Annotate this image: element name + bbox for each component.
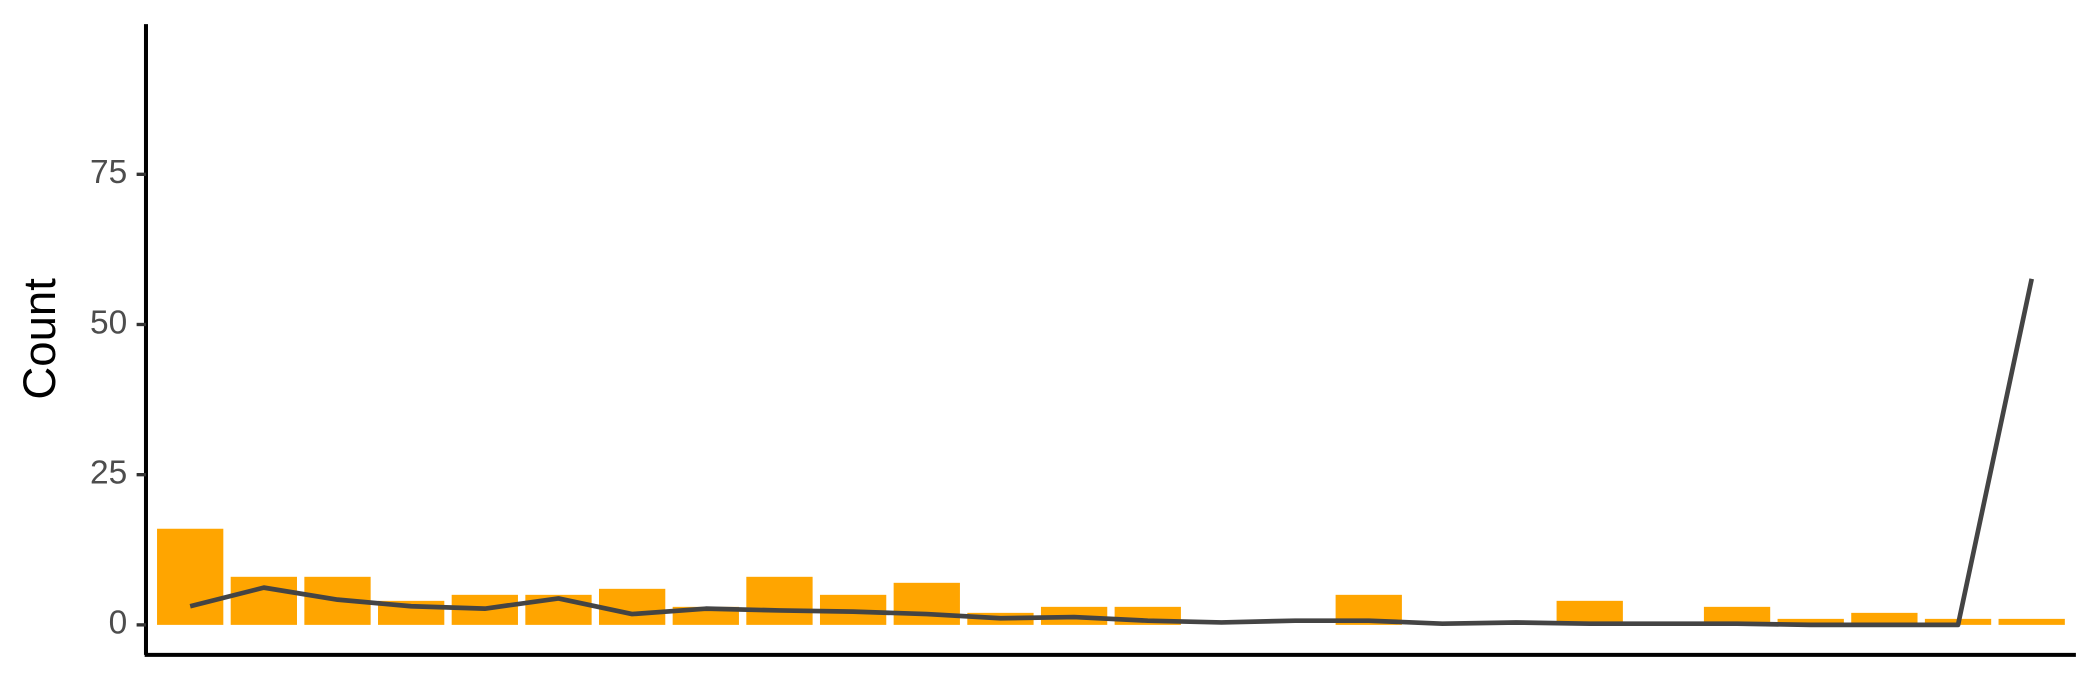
bar xyxy=(1998,618,2065,625)
y-tick-label: 25 xyxy=(90,455,127,492)
y-axis-label: Count xyxy=(14,278,65,400)
bar xyxy=(1851,612,1918,625)
bar xyxy=(157,528,224,625)
bar xyxy=(1703,606,1771,625)
bar xyxy=(746,576,813,625)
bar xyxy=(893,582,960,625)
y-tick-label: 0 xyxy=(109,605,128,642)
y-tick-label: 50 xyxy=(90,304,127,341)
y-tick-label: 75 xyxy=(90,154,127,191)
bar xyxy=(598,588,666,625)
bar xyxy=(1556,600,1623,625)
bar xyxy=(1777,618,1844,625)
bar xyxy=(230,576,297,625)
line xyxy=(189,278,2034,628)
